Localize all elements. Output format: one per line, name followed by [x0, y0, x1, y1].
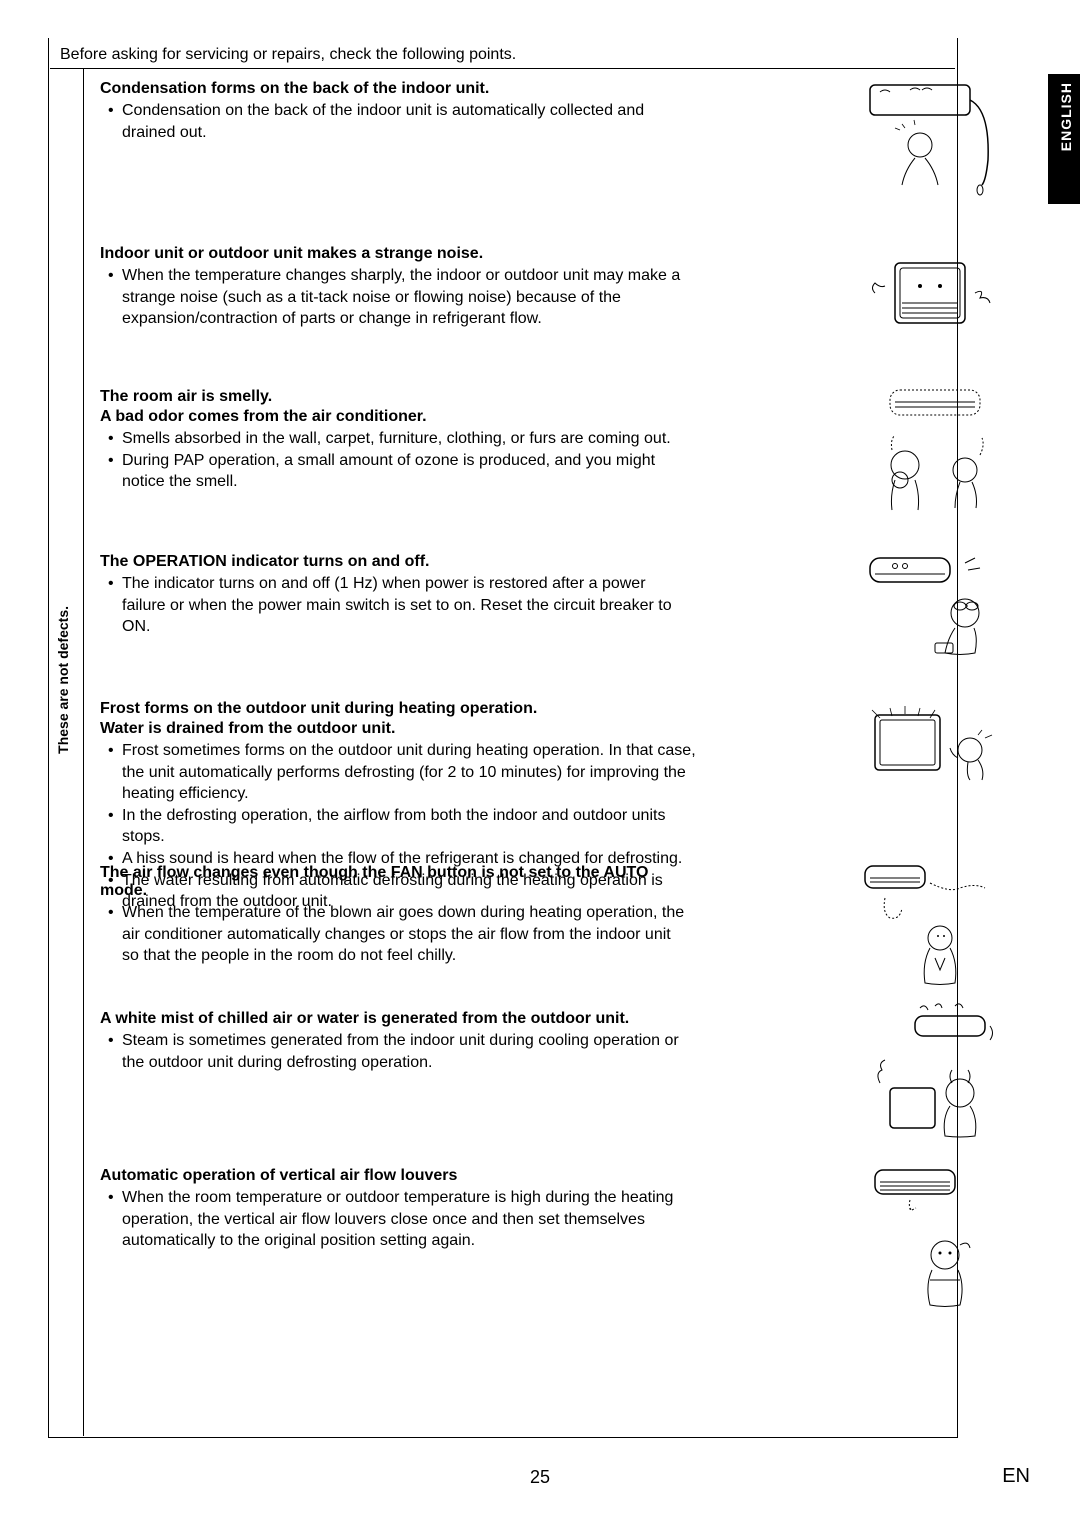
page-number: 25	[0, 1467, 1080, 1488]
section-louvers: Automatic operation of vertical air flow…	[100, 1167, 690, 1252]
intro-underline	[50, 68, 955, 69]
louvers-illustration	[860, 1160, 1000, 1320]
section-title: Automatic operation of vertical air flow…	[100, 1167, 690, 1185]
list-item: During PAP operation, a small amount of …	[114, 450, 690, 493]
section-subtitle: Water is drained from the outdoor unit.	[100, 720, 700, 738]
section-title: A white mist of chilled air or water is …	[100, 1010, 690, 1028]
indicator-illustration	[860, 548, 1000, 668]
list-item: Condensation on the back of the indoor u…	[114, 100, 690, 143]
list-item: Frost sometimes forms on the outdoor uni…	[114, 740, 700, 805]
section-list: The indicator turns on and off (1 Hz) wh…	[100, 573, 690, 638]
intro-text: Before asking for servicing or repairs, …	[60, 46, 516, 64]
list-item: In the defrosting operation, the airflow…	[114, 805, 700, 848]
list-item: When the room temperature or outdoor tem…	[114, 1187, 690, 1252]
list-item: Smells absorbed in the wall, carpet, fur…	[114, 428, 690, 450]
list-item: When the temperature changes sharply, th…	[114, 265, 690, 330]
list-item: When the temperature of the blown air go…	[114, 902, 690, 967]
language-tab-text: ENGLISH	[1058, 82, 1074, 151]
language-code: EN	[1002, 1465, 1030, 1488]
section-mist: A white mist of chilled air or water is …	[100, 1010, 690, 1073]
section-title: The room air is smelly.	[100, 388, 690, 406]
section-odor: The room air is smelly. A bad odor comes…	[100, 388, 690, 493]
section-airflow: The air flow changes even though the FAN…	[100, 864, 690, 967]
section-title: The OPERATION indicator turns on and off…	[100, 553, 690, 571]
vertical-label: These are not defects.	[55, 606, 71, 754]
mist-illustration	[860, 998, 1000, 1158]
condensation-illustration	[860, 80, 1000, 200]
page: Before asking for servicing or repairs, …	[0, 0, 1080, 1528]
section-title: The air flow changes even though the FAN…	[100, 864, 690, 900]
section-condensation: Condensation forms on the back of the in…	[100, 80, 690, 143]
section-subtitle: A bad odor comes from the air conditione…	[100, 408, 690, 426]
frost-illustration	[860, 700, 1000, 800]
section-indicator: The OPERATION indicator turns on and off…	[100, 553, 690, 638]
section-list: When the room temperature or outdoor tem…	[100, 1187, 690, 1252]
section-list: Smells absorbed in the wall, carpet, fur…	[100, 428, 690, 493]
vertical-divider	[83, 68, 84, 1436]
section-title: Indoor unit or outdoor unit makes a stra…	[100, 245, 690, 263]
section-list: Condensation on the back of the indoor u…	[100, 100, 690, 143]
section-list: When the temperature of the blown air go…	[100, 902, 690, 967]
section-noise: Indoor unit or outdoor unit makes a stra…	[100, 245, 690, 330]
list-item: The indicator turns on and off (1 Hz) wh…	[114, 573, 690, 638]
list-item: Steam is sometimes generated from the in…	[114, 1030, 690, 1073]
odor-illustration	[860, 380, 1000, 520]
section-title: Frost forms on the outdoor unit during h…	[100, 700, 700, 718]
section-list: Steam is sometimes generated from the in…	[100, 1030, 690, 1073]
noise-illustration	[860, 238, 1000, 358]
section-title: Condensation forms on the back of the in…	[100, 80, 690, 98]
airflow-illustration	[860, 858, 1000, 998]
section-list: When the temperature changes sharply, th…	[100, 265, 690, 330]
